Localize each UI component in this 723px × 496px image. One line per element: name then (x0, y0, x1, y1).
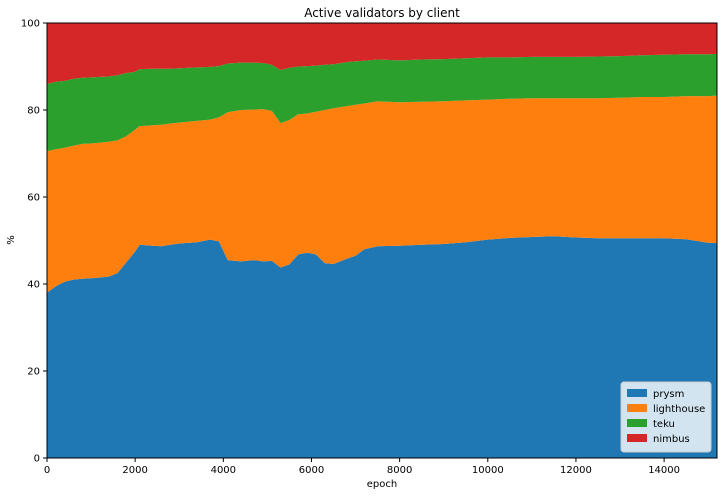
x-axis: 0 2000 4000 6000 8000 10000 12000 14000 (44, 458, 680, 476)
y-tick-label: 20 (27, 367, 40, 378)
chart-title: Active validators by client (304, 6, 460, 20)
x-axis-label: epoch (367, 479, 397, 490)
legend-label-teku: teku (653, 419, 675, 430)
area-lighthouse (47, 95, 717, 293)
area-layers (47, 23, 717, 458)
area-prysm (47, 236, 717, 458)
area-teku (47, 53, 717, 152)
y-tick-label: 40 (27, 280, 40, 291)
legend-swatch-nimbus (627, 434, 647, 442)
legend-label-prysm: prysm (653, 389, 684, 400)
plot-frame (46, 22, 718, 459)
legend-swatch-lighthouse (627, 404, 647, 412)
legend-swatch-prysm (627, 389, 647, 397)
x-tick-label: 6000 (299, 465, 324, 476)
legend: prysm lighthouse teku nimbus (620, 381, 712, 453)
legend-swatch-teku (627, 419, 647, 427)
y-axis: 0 20 40 60 80 100 (21, 19, 47, 465)
y-tick-label: 60 (27, 193, 40, 204)
x-tick-label: 14000 (648, 465, 680, 476)
y-tick-label: 80 (27, 106, 40, 117)
x-tick-label: 10000 (472, 465, 504, 476)
y-tick-label: 0 (34, 454, 40, 465)
x-tick-label: 8000 (387, 465, 412, 476)
x-tick-label: 2000 (122, 465, 147, 476)
x-tick-label: 12000 (560, 465, 592, 476)
area-nimbus (47, 23, 717, 84)
x-tick-label: 0 (44, 465, 50, 476)
legend-label-lighthouse: lighthouse (653, 404, 705, 415)
legend-label-nimbus: nimbus (653, 434, 690, 445)
y-tick-label: 100 (21, 19, 40, 30)
x-tick-label: 4000 (211, 465, 236, 476)
y-axis-label: % (6, 235, 17, 245)
